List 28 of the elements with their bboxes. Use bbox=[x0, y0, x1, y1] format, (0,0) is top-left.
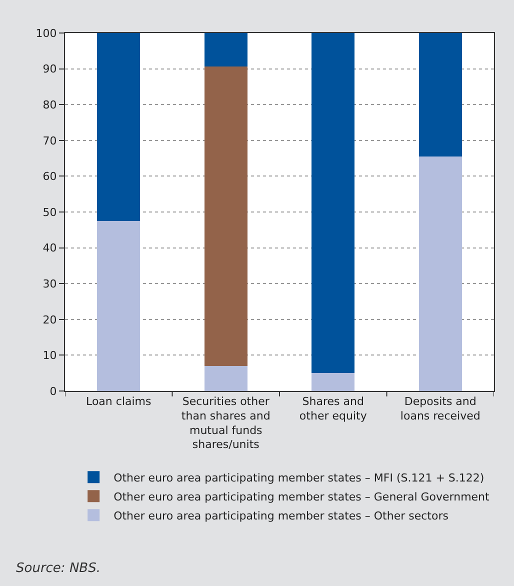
bar bbox=[204, 66, 248, 366]
bar bbox=[418, 33, 462, 157]
bar bbox=[312, 33, 355, 374]
y-tick-label: 10 bbox=[42, 349, 57, 362]
y-tick-label: 80 bbox=[42, 98, 57, 112]
y-tick-label: 0 bbox=[50, 384, 57, 398]
y-tick-label: 20 bbox=[42, 313, 57, 326]
y-tick-label: 40 bbox=[42, 242, 57, 255]
y-tick-label: 60 bbox=[42, 170, 57, 184]
x-tick-label: Deposits and loans received bbox=[400, 395, 480, 422]
bar bbox=[204, 33, 248, 66]
y-tick-label: 70 bbox=[42, 134, 57, 148]
bar bbox=[312, 373, 355, 391]
x-tick-label: Loan claims bbox=[86, 395, 152, 408]
source-note: Source: NBS. bbox=[16, 561, 100, 576]
x-tick-label: Shares and other equity bbox=[299, 395, 368, 422]
y-tick-label: 90 bbox=[42, 62, 57, 76]
legend-label: Other euro area participating member states – Other sectors bbox=[114, 509, 449, 522]
bar bbox=[418, 156, 462, 391]
x-tick-label: Securities other than shares and mutual funds shares/units bbox=[181, 395, 270, 452]
bar bbox=[97, 33, 140, 221]
bar bbox=[97, 220, 140, 391]
legend-label: Other euro area participating member states – MFI (S.121 + S.122) bbox=[114, 471, 484, 484]
legend-label: Other euro area participating member states – General Government bbox=[114, 490, 490, 504]
y-tick-label: 100 bbox=[36, 26, 57, 40]
y-tick-label: 50 bbox=[42, 206, 57, 219]
bar bbox=[204, 366, 248, 391]
y-tick-label: 30 bbox=[42, 277, 57, 290]
